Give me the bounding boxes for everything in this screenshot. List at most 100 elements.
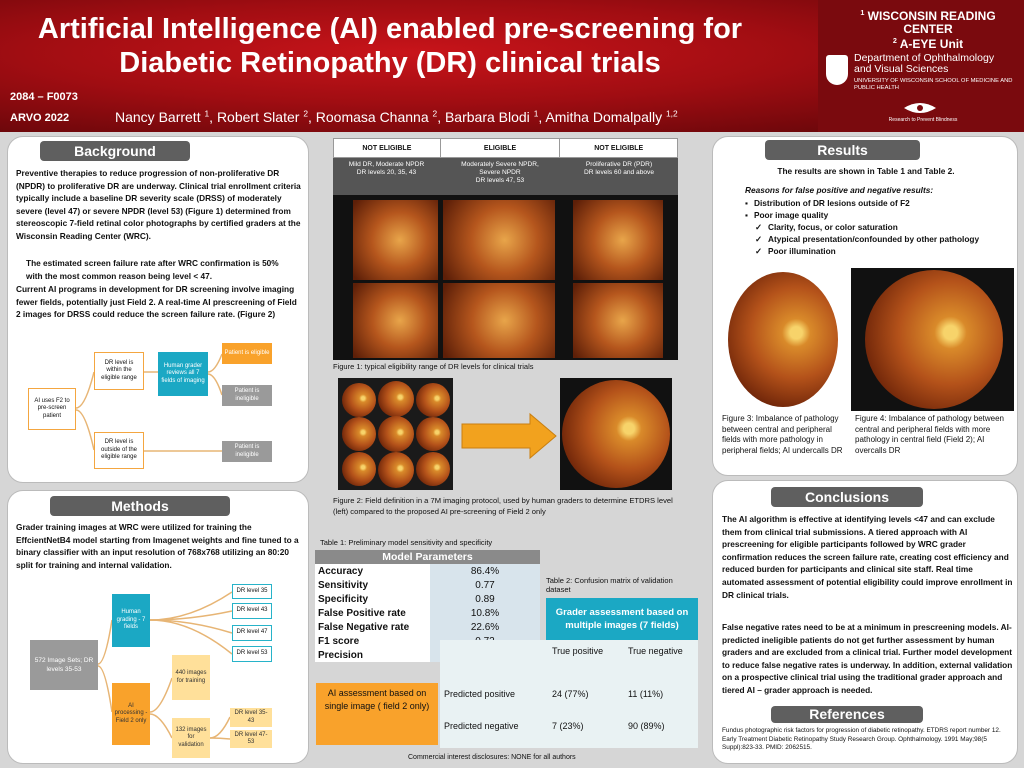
header: Artificial Intelligence (AI) enabled pre… (0, 0, 1024, 132)
conference: ARVO 2022 (10, 112, 70, 124)
flow-box: Patient is eligible (222, 343, 272, 364)
row-label: Sensitivity (315, 578, 430, 592)
flow-box: DR level is within the eligible range (94, 352, 144, 390)
sponsor: Research to Prevent Blindness (888, 117, 958, 123)
column-group: Grader assessment based on multiple imag… (546, 598, 698, 640)
list-item: Poor image quality (745, 209, 979, 221)
flow-box: Patient is ineligible (222, 441, 272, 462)
column-subheader: Mild DR, Moderate NPDR DR levels 20, 35, … (348, 161, 425, 176)
paragraph: The AI algorithm is effective at identif… (722, 514, 1013, 600)
cell: 22.6% (430, 620, 540, 634)
flow-box: AI processing - Field 2 only (112, 683, 150, 745)
table-row: False Positive rate 10.8% (315, 606, 540, 620)
figure-1: NOT ELIGIBLE ELIGIBLE NOT ELIGIBLE Mild … (333, 138, 678, 360)
section-heading: Conclusions (771, 487, 923, 507)
paragraph: Preventive therapies to reduce progressi… (16, 168, 301, 241)
row-label: Precision (315, 648, 430, 662)
title-line: Artificial Intelligence (AI) enabled pre… (37, 13, 743, 45)
flow-box: DR level 47 (232, 625, 272, 641)
row-group: AI assessment based on single image ( fi… (316, 683, 438, 745)
title: Artificial Intelligence (AI) enabled pre… (0, 12, 780, 80)
section-heading: Methods (50, 496, 230, 516)
flow-box: Human grader reviews all 7 fields of ima… (158, 352, 208, 396)
author: Roomasa Channa 2 (316, 108, 445, 125)
row-label: False Positive rate (315, 606, 430, 620)
flow-box: AI uses F2 to pre-screen patient (28, 388, 76, 430)
figure-2-montage (338, 378, 453, 490)
cell: 10.8% (430, 606, 540, 620)
flow-box: DR level 47-53 (230, 730, 272, 748)
figure-caption: Figure 2: Field definition in a 7M imagi… (333, 496, 673, 516)
row-label: Specificity (315, 592, 430, 606)
fundus-image (443, 200, 555, 280)
cell: 11 (11%) (628, 689, 664, 699)
disclosure: Commercial interest disclosures: NONE fo… (408, 754, 576, 761)
flow-box: DR level 35 (232, 584, 272, 599)
fundus-image (573, 283, 663, 358)
paragraph: The estimated screen failure rate after … (26, 258, 279, 281)
affiliation: 1 WISCONSIN READING CENTER (860, 8, 996, 36)
column-header: ELIGIBLE (441, 139, 561, 157)
flow-box: 440 images for training (172, 655, 210, 700)
row-label: Predicted negative (444, 721, 519, 731)
reference: Fundus photographic risk factors for pro… (722, 727, 1001, 751)
flow-box: 132 images for validation (172, 718, 210, 758)
logo-block: 1 WISCONSIN READING CENTER 2 A-EYE Unit … (818, 0, 1024, 132)
cell: 0.77 (430, 578, 540, 592)
poster-id: 2084 – F0073 (10, 91, 78, 103)
results-panel: Results The results are shown in Table 1… (712, 136, 1018, 476)
cell: 24 (77%) (552, 689, 589, 699)
figure-caption: Figure 4: Imbalance of pathology between… (855, 414, 1004, 455)
paragraph: False negative rates need to be at a min… (722, 622, 1013, 695)
author: Nancy Barrett 1 (115, 108, 217, 125)
cell: 7 (23%) (552, 721, 584, 731)
table-caption: Table 2: Confusion matrix of validation … (546, 576, 673, 594)
list-item: Distribution of DR lesions outside of F2 (745, 197, 979, 209)
row-label: F1 score (315, 634, 430, 648)
title-line: Diabetic Retinopathy (DR) clinical trial… (119, 47, 661, 79)
figure-caption: Figure 3: Imbalance of pathology between… (722, 414, 843, 455)
university: UNIVERSITY OF WISCONSIN SCHOOL OF MEDICI… (854, 78, 1013, 91)
table-row: Accuracy 86.4% (315, 564, 540, 578)
list: Distribution of DR lesions outside of F2… (745, 197, 979, 257)
author: Amitha Domalpally 1,2 (545, 108, 678, 125)
column-subheader: Proliferative DR (PDR) DR levels 60 and a… (583, 161, 654, 176)
flow-box: DR level 43 (232, 603, 272, 619)
authors: Nancy Barrett 1 Robert Slater 2 Roomasa … (115, 108, 678, 125)
table-header: Model Parameters (315, 550, 540, 564)
flow-box: DR level 35-43 (230, 708, 272, 727)
author: Robert Slater 2 (217, 108, 316, 125)
section-heading: Background (40, 141, 190, 161)
affiliation: 2 A-EYE Unit (892, 36, 964, 51)
conclusions-panel: Conclusions The AI algorithm is effectiv… (712, 480, 1018, 764)
table-caption: Table 1: Preliminary model sensitivity a… (320, 538, 493, 547)
flow-box: Patient is ineligible (222, 385, 272, 406)
column-header: NOT ELIGIBLE (334, 139, 441, 157)
column-subheader: Moderately Severe NPDR, Severe NPDR DR lev… (461, 161, 539, 184)
figure-subheader: Mild DR, Moderate NPDR DR levels 20, 35, … (333, 158, 678, 195)
fundus-image (353, 283, 438, 358)
row-label: Accuracy (315, 564, 430, 578)
table-row: Sensitivity 0.77 (315, 578, 540, 592)
fundus-image (443, 283, 555, 358)
list-item: Clarity, focus, or color saturation (755, 221, 979, 233)
row-label: False Negative rate (315, 620, 430, 634)
fundus-image (353, 200, 438, 280)
fundus-image (573, 200, 663, 280)
figure-header: NOT ELIGIBLE ELIGIBLE NOT ELIGIBLE (333, 138, 678, 158)
figure-2-field (560, 378, 672, 490)
figure-caption: Figure 1: typical eligibility range of D… (333, 362, 534, 371)
table-1: Model Parameters Accuracy 86.4% Sensitivity… (315, 550, 540, 662)
row-label: Predicted positive (444, 689, 516, 699)
table-row: False Negative rate 22.6% (315, 620, 540, 634)
column-header: NOT ELIGIBLE (594, 144, 644, 152)
table-2 (440, 640, 698, 748)
column-label: True positive (552, 646, 604, 656)
cell: 86.4% (430, 564, 540, 578)
table-row: Specificity 0.89 (315, 592, 540, 606)
author: Barbara Blodi 1 (445, 108, 545, 125)
list-item: Poor illumination (755, 245, 979, 257)
cell: 90 (89%) (628, 721, 665, 731)
